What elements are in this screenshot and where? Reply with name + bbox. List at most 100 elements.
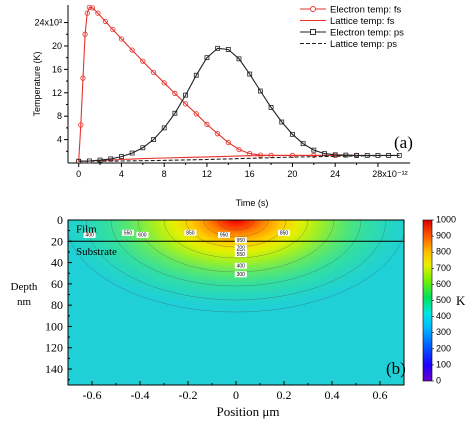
panel-b-x-tick-label: -0.4 [131,388,150,402]
contour-label-box [234,251,247,258]
panel-b-x-tick-labels: -0.6 -0.4 -0.2 0 0.2 0.4 0.6 [83,388,388,402]
series-point [150,69,157,75]
contour-label-box [234,244,247,251]
series-point [140,145,146,151]
colorbar-gradient [422,219,433,382]
contour-label-box [122,229,134,236]
series-point [110,26,116,33]
panel-a-y-tick-label: 12 [52,88,62,98]
series-point [354,152,359,158]
contour-label: 550 [124,231,133,237]
colorbar-tick-label: 900 [436,231,451,241]
series-point [82,31,88,37]
substrate-region-label: Substrate [76,246,117,258]
panel-a-x-tick-label: 4 [119,169,124,179]
panel-a-y-tick-label: 4 [57,135,62,145]
contour-line [203,220,269,238]
panel-a-x-tick-label: 0 [76,169,81,179]
panel-a-y-tick-labels: 4 8 12 16 20 24x10³ [34,18,62,145]
series-point [268,105,274,110]
contour-label-box [136,231,149,238]
colorbar-tick-label: 1000 [436,215,456,225]
panel-b-y-tick-label: 140 [45,362,63,376]
series-point [225,47,231,52]
series-point [151,137,156,142]
colorbar-tick-label: 500 [436,295,451,305]
series-point [172,110,178,116]
series-point [204,55,210,61]
series-point [182,101,189,107]
series-line-3 [78,154,400,162]
panel-b-y-tick-label: 80 [51,298,63,312]
legend-marker [310,29,316,35]
panel-b-x-tick-label: 0.2 [277,388,292,402]
panel-a-x-tick-label: 28x10⁻¹² [372,169,407,179]
panel-a-y-tick-label: 20 [52,41,62,51]
series-point [97,157,103,163]
panel-b-y-tick-label: 100 [45,319,63,333]
contour-line [163,220,309,259]
panel-a: 0 4 8 12 16 20 24 28x10⁻¹² 4 8 12 16 20 24x10³ Time … [32,5,413,209]
series-line-1 [78,154,357,162]
series-point [140,58,146,64]
series-point [84,10,90,16]
contour-label: 300 [237,272,246,278]
panel-a-x-tick-label: 12 [202,169,212,179]
panel-b-x-tick-label: 0 [233,388,239,402]
legend-entry-0: Electron temp: fs [330,5,402,16]
panel-a-x-tick-labels: 0 4 8 12 16 20 24 28x10⁻¹² [76,169,407,179]
panel-b-y-axis-label-line2: nm [17,296,32,308]
contour-label-box [83,231,96,238]
panel-a-label: (a) [394,133,413,152]
panel-b-y-tick-label: 20 [51,234,63,248]
contour-label: 850 [186,231,195,237]
contour-label: 850 [280,231,289,237]
colorbar-tick-label: 200 [436,343,451,353]
series-point [95,10,101,16]
contour-line [217,220,255,231]
contour-label-box [234,271,247,278]
series-point [172,90,178,96]
series-point [257,88,263,94]
contour-label: 550 [237,252,246,258]
series-point [129,47,135,53]
contour-label-box [218,231,230,238]
contour-line [85,220,387,301]
series-point [236,146,242,153]
series-point [78,122,84,128]
contour-label-box [234,237,247,244]
contour-label-box [234,247,247,254]
panel-b-y-tick-label: 40 [51,256,63,270]
contour-line [68,233,404,313]
series-point [86,4,92,10]
series-point [215,131,221,137]
legend-marker [309,5,317,13]
contour-label-box [184,229,197,236]
series-point [80,75,86,81]
colorbar-tick-label: 800 [436,247,451,257]
panel-a-y-tick-label: 8 [57,111,62,121]
panel-b-x-tick-label: -0.2 [179,388,198,402]
series-point [102,18,109,24]
series-point [89,5,96,11]
series-point [161,80,167,86]
contour-labels: 400550600850950850950700650550400300 [83,229,290,278]
series-point [129,150,135,156]
panel-b-y-axis-label-line1: Depth [11,281,38,293]
series-point [322,151,327,157]
panel-b-y-tick-label: 0 [57,213,63,227]
contour-label: 600 [138,233,147,239]
colorbar-tick-label: 300 [436,327,451,337]
panel-a-x-tick-label: 16 [245,169,255,179]
colorbar-label: K [456,293,466,308]
contour-label: 400 [237,264,246,270]
legend-entry-3: Lattice temp: ps [330,39,397,50]
contour-label: 950 [220,233,229,239]
contour-label: 400 [85,233,94,239]
panel-a-axes [64,5,410,167]
panel-a-y-tick-label: 16 [52,64,62,74]
series-line-2 [78,47,400,162]
colorbar-tick-label: 700 [436,263,451,273]
